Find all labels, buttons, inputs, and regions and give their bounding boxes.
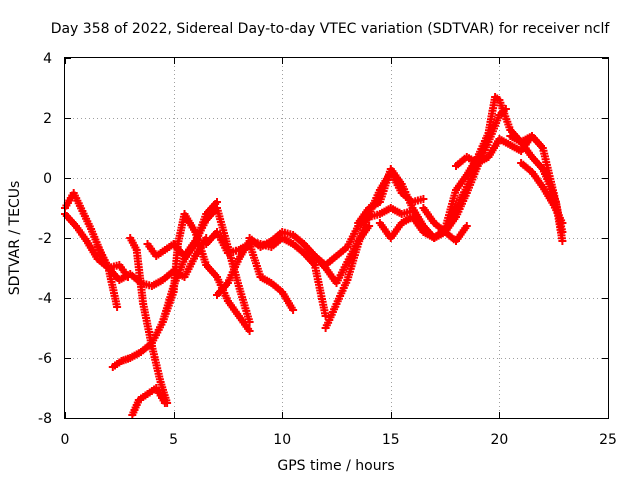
x-tick-label: 5 <box>169 432 178 448</box>
data-point <box>558 219 567 227</box>
x-tick-label: 25 <box>599 432 617 448</box>
series-track-3 <box>93 234 211 290</box>
data-point <box>113 303 122 311</box>
y-tick-label: -6 <box>38 351 52 367</box>
data-points <box>61 93 567 419</box>
x-tick-label: 20 <box>490 432 508 448</box>
y-tick-label: -8 <box>38 411 52 427</box>
chart-title: Day 358 of 2022, Sidereal Day-to-day VTE… <box>51 21 611 37</box>
data-point <box>462 222 471 230</box>
series-track-17 <box>430 93 536 242</box>
y-tick-label: -2 <box>38 231 52 247</box>
y-axis-tick-labels: -8 -6 -4 -2 0 2 4 <box>38 51 52 427</box>
data-point <box>419 195 428 203</box>
x-axis-label: GPS time / hours <box>277 458 394 474</box>
y-axis-label: SDTVAR / TECUs <box>7 181 23 296</box>
data-point <box>289 306 298 314</box>
x-tick-label: 15 <box>382 432 400 448</box>
series-track-20 <box>517 159 567 227</box>
x-tick-label: 0 <box>61 432 70 448</box>
series-track-5 <box>126 234 172 407</box>
axis-ticks <box>65 58 609 419</box>
data-point <box>245 327 254 335</box>
data-point <box>160 399 169 407</box>
y-tick-label: 0 <box>43 171 52 187</box>
series-track-16 <box>419 105 510 236</box>
data-point <box>558 237 567 245</box>
x-tick-label: 10 <box>273 432 291 448</box>
series-track-13 <box>321 168 428 332</box>
data-point <box>321 312 330 320</box>
y-tick-label: -4 <box>38 291 52 307</box>
y-tick-label: 2 <box>43 111 52 127</box>
series-track-8 <box>158 210 254 335</box>
y-tick-label: 4 <box>43 51 52 67</box>
series-track-6 <box>128 384 169 419</box>
grid-lines <box>65 58 608 418</box>
x-axis-tick-labels: 0 5 10 15 20 25 <box>61 432 617 448</box>
plot-frame <box>64 57 609 419</box>
series-track-10 <box>213 234 330 320</box>
